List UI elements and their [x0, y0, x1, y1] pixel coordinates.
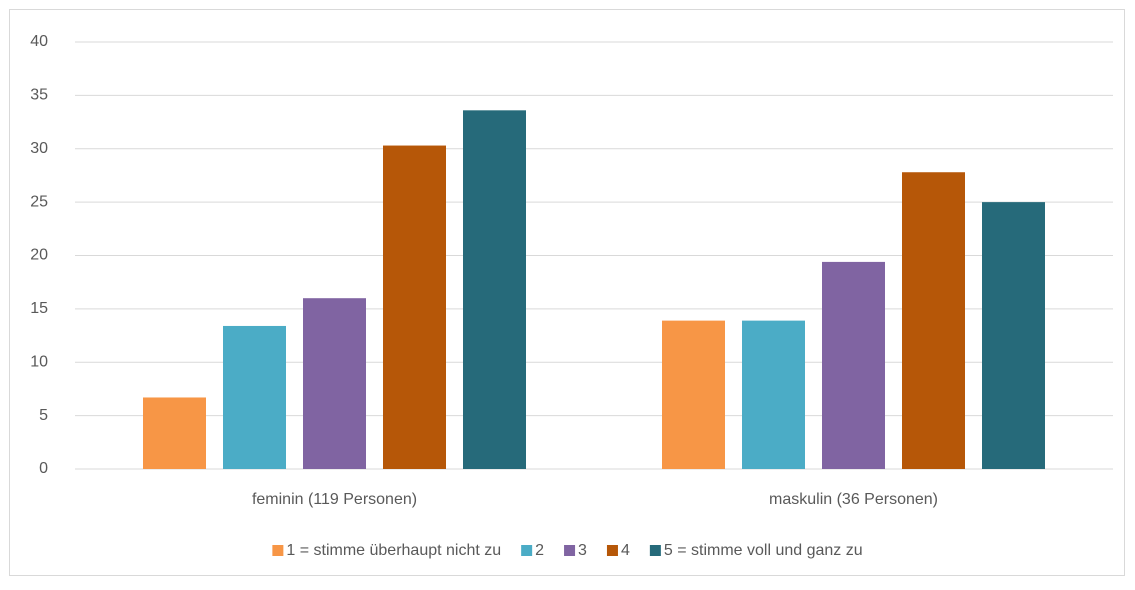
- bar: [383, 145, 446, 470]
- y-tick-label: 30: [30, 140, 48, 157]
- legend-swatch: [606, 545, 618, 556]
- bar: [223, 325, 286, 469]
- legend-swatch: [272, 545, 284, 556]
- legend-swatch: [521, 545, 533, 556]
- y-tick-label: 10: [30, 353, 48, 370]
- bar: [662, 320, 725, 469]
- bar: [303, 298, 366, 469]
- x-tick-label: feminin (119 Personen): [252, 491, 417, 508]
- y-tick-label: 25: [30, 193, 48, 210]
- legend-label: 5 = stimme voll und ganz zu: [664, 542, 863, 559]
- bar: [742, 320, 805, 469]
- bar: [982, 202, 1045, 469]
- legend-label: 2: [535, 542, 544, 559]
- y-tick-label: 5: [39, 407, 48, 424]
- y-tick-label: 35: [30, 87, 48, 104]
- y-tick-label: 0: [39, 460, 48, 477]
- bar: [822, 261, 885, 469]
- bar: [143, 397, 206, 469]
- legend-label: 4: [621, 542, 630, 559]
- y-tick-label: 15: [30, 300, 48, 317]
- legend-label: 3: [578, 542, 587, 559]
- y-tick-label: 40: [30, 33, 48, 50]
- bar: [902, 172, 965, 470]
- legend-label: 1 = stimme überhaupt nicht zu: [286, 542, 501, 559]
- y-tick-label: 20: [30, 247, 48, 264]
- legend-swatch: [649, 545, 661, 556]
- bar: [463, 110, 526, 469]
- x-tick-label: maskulin (36 Personen): [769, 491, 938, 508]
- legend-swatch: [564, 545, 576, 556]
